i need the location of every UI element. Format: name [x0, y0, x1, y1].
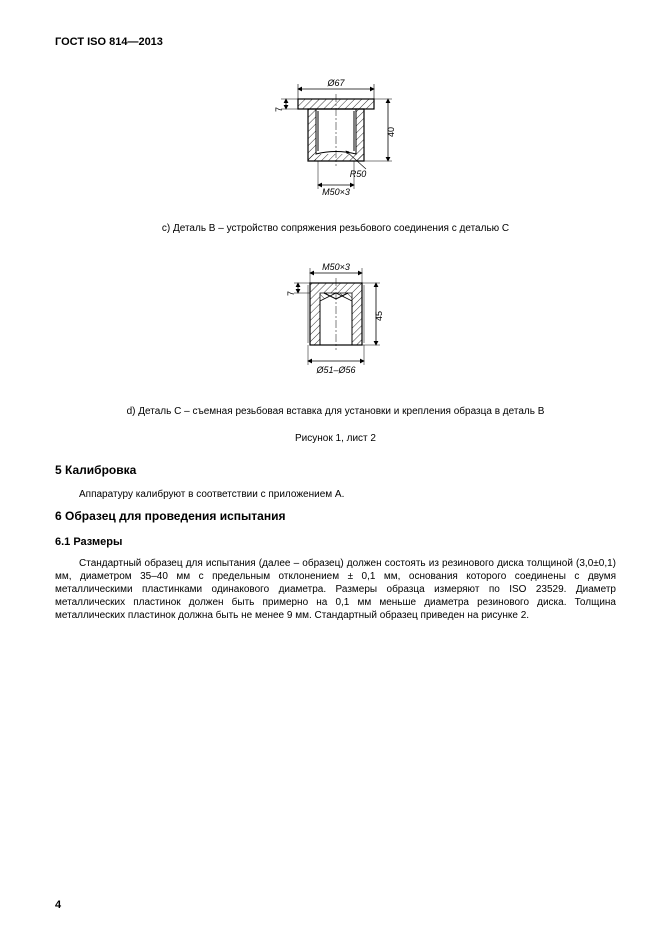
section5-body: Аппаратуру калибруют в соответствии с пр… — [55, 488, 616, 501]
figure-b-svg: Ø67 7 40 — [236, 69, 436, 199]
dim-dia-c: Ø51–Ø56 — [315, 365, 355, 375]
section6-body: Стандартный образец для испытания (далее… — [55, 557, 616, 622]
section6-sub: 6.1 Размеры — [55, 535, 616, 549]
page: ГОСТ ISO 814—2013 Ø67 — [0, 0, 661, 936]
dim-h7: 7 — [274, 107, 284, 112]
figure-c: M50×3 7 45 — [55, 253, 616, 387]
dim-r50: R50 — [349, 169, 366, 179]
figure-label: Рисунок 1, лист 2 — [55, 432, 616, 445]
figure-b: Ø67 7 40 — [55, 69, 616, 203]
section5-heading: 5 Калибровка — [55, 463, 616, 479]
document-header: ГОСТ ISO 814—2013 — [55, 35, 616, 49]
figure-c-caption: d) Деталь C – съемная резьбовая вставка … — [55, 405, 616, 418]
page-number: 4 — [55, 898, 61, 912]
dim-h45: 45 — [374, 311, 384, 321]
dim-h40: 40 — [386, 127, 396, 137]
dim-thread-c: M50×3 — [322, 262, 350, 272]
dim-d67: Ø67 — [326, 78, 345, 88]
dim-thread-b: M50×3 — [322, 187, 350, 197]
figure-b-caption: c) Деталь B – устройство сопряжения резь… — [55, 222, 616, 235]
dim-h7c: 7 — [286, 291, 296, 296]
section6-heading: 6 Образец для проведения испытания — [55, 509, 616, 525]
figure-c-svg: M50×3 7 45 — [236, 253, 436, 383]
